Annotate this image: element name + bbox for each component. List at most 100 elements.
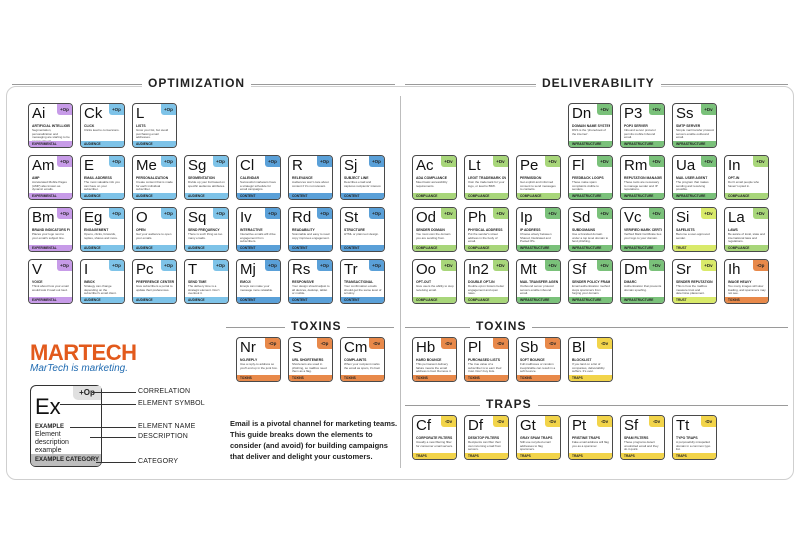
- element-tile: Mt +Dv MAIL TRANSFER AGENT Outbound server …: [516, 259, 561, 304]
- element-symbol: In2: [468, 261, 489, 278]
- element-tile: R +Op RELEVANCE Audiences won't care about …: [288, 155, 333, 200]
- element-tile: Sf +Dv SENDER POLICY FRAMEWORKEmail authen…: [568, 259, 613, 304]
- element-description: Full mailboxes or random inexplicable ca…: [520, 363, 556, 374]
- element-description: Recipients can filter their own incoming…: [468, 441, 502, 452]
- element-symbol: Pt: [572, 417, 587, 434]
- element-symbol: Rd: [292, 209, 312, 226]
- element-description: The program that makes sending and recei…: [676, 181, 709, 192]
- correlation-tag: +Op: [369, 208, 384, 219]
- element-tile: La +Dv LAWS Be aware of local, state and in…: [724, 207, 769, 252]
- element-category: COMPLIANCE: [413, 193, 456, 199]
- element-category: INFRASTRUCTURE: [569, 245, 612, 251]
- element-symbol: Nr: [240, 339, 256, 356]
- element-description: This is how the mailbox measure trust an…: [676, 285, 708, 296]
- element-description: Double opt-in fosters better engagement …: [468, 285, 505, 296]
- element-symbol: Sj: [344, 157, 358, 174]
- element-description: Strategy can change depending on the sub…: [84, 285, 117, 296]
- correlation-tag: +Dv: [701, 156, 716, 167]
- element-name: SPAM FILTERS: [624, 436, 649, 440]
- element-category: INFRASTRUCTURE: [517, 297, 560, 303]
- correlation-tag: +Dv: [649, 260, 664, 271]
- element-tile: Od +Dv SENDER DOMAIN You must own the domai…: [412, 207, 457, 252]
- element-category: INFRASTRUCTURE: [673, 141, 716, 147]
- element-category: AUDIENCE: [185, 297, 228, 303]
- element-name: LAWS: [728, 228, 738, 232]
- element-name: LISTS: [136, 124, 146, 128]
- element-name: GRAY SPAM TRAPS: [520, 436, 553, 440]
- legend-symbol: Ex: [35, 394, 61, 419]
- element-description: There is such thing as too many emails.: [188, 233, 223, 240]
- element-symbol: Cf: [416, 417, 431, 434]
- element-category: INFRASTRUCTURE: [569, 141, 612, 147]
- element-category: INFRASTRUCTURE: [621, 297, 664, 303]
- legend-tag: +Op: [73, 386, 101, 400]
- intro-blurb: Email is a pivotal channel for marketing…: [230, 419, 398, 461]
- element-category: COMPLIANCE: [465, 193, 508, 199]
- element-name: OPT-IN: [728, 176, 740, 180]
- element-name: BLOCKLIST: [572, 358, 592, 362]
- element-name: PHYSICAL ADDRESS: [468, 228, 503, 232]
- element-category: INFRASTRUCTURE: [621, 245, 664, 251]
- element-name: PERSONALIZATION: [136, 176, 169, 180]
- element-tile: Sf -Dv SPAM FILTERS These programs detect u…: [620, 415, 665, 460]
- element-tile: Pl -Dv PURCHASED LISTS The true value of a …: [464, 337, 509, 382]
- element-description: Own the trademark for your logo, or lead…: [468, 181, 505, 188]
- element-category: CONTENT: [237, 193, 280, 199]
- element-symbol: Sr: [676, 261, 691, 278]
- element-tile: Sd +Dv SUBDOMAINS Use a branded domain unde…: [568, 207, 613, 252]
- element-description: Simple mail transfer protocol servers en…: [676, 129, 714, 140]
- element-category: CONTENT: [341, 245, 384, 251]
- element-symbol: Sg: [188, 157, 207, 174]
- element-symbol: Sd: [572, 209, 591, 226]
- element-category: TOXINS: [341, 375, 384, 381]
- correlation-tag: +Dv: [753, 156, 768, 167]
- legend-label-category: CATEGORY: [138, 458, 179, 465]
- element-tile: E +Op EMAIL ADDRESS The most valuable info …: [80, 155, 125, 200]
- correlation-tag: -Dv: [701, 416, 716, 427]
- element-name: SUBDOMAINS: [572, 228, 596, 232]
- element-name: LEGIT TRADEMARK OWNERSHIP: [468, 176, 506, 180]
- element-symbol: Sq: [188, 209, 207, 226]
- element-category: TRUST: [673, 245, 716, 251]
- element-symbol: Me: [136, 157, 157, 174]
- element-name: DOMAIN NAME SYSTEM: [572, 124, 610, 128]
- element-category: CONTENT: [289, 193, 332, 199]
- logo-tagline: MarTech is marketing.: [30, 363, 128, 374]
- element-description: When your recipient marks the email as s…: [344, 363, 381, 370]
- legend-line-name: [70, 427, 136, 428]
- element-name: PRISTINE TRAPS: [572, 436, 601, 440]
- correlation-tag: +Dv: [545, 208, 560, 219]
- deliverability-heading: DELIVERABILITY: [536, 76, 661, 90]
- element-description: Interactive emails will drive engagement…: [240, 233, 276, 244]
- element-symbol: Fl: [572, 157, 585, 174]
- element-tile: Ua +Dv MAIL USER AGENT The program that mak…: [672, 155, 717, 200]
- element-symbol: La: [728, 209, 745, 226]
- element-name: BRAND INDICATORS FOR MESSAGING IDENTIFIC…: [32, 228, 70, 232]
- element-tile: Tr +Op TRANSACTIONAL Your confirmation emai…: [340, 259, 385, 304]
- element-name: IMAGE HEAVY: [728, 280, 752, 284]
- element-description: Describes email and captures recipients'…: [344, 181, 382, 188]
- element-symbol: Ck: [84, 105, 103, 122]
- element-category: AUDIENCE: [81, 297, 124, 303]
- element-name: INTERACTIVE: [240, 228, 263, 232]
- element-symbol: Hb: [416, 339, 436, 356]
- element-tile: Cm -Dv COMPLAINTS When your recipient marks…: [340, 337, 385, 382]
- traps-rule: [405, 405, 788, 406]
- element-name: HARD BOUNCE: [416, 358, 442, 362]
- element-symbol: Bm: [32, 209, 55, 226]
- correlation-tag: +Op: [265, 208, 280, 219]
- element-symbol: Si: [676, 209, 690, 226]
- element-description: The most valuable info you can have on y…: [84, 181, 120, 192]
- element-name: TRANSACTIONAL: [344, 280, 374, 284]
- element-tile: Tt -Dv TYPO TRAPS A purposefully misspelled…: [672, 415, 717, 460]
- toxins-right-rule: [405, 327, 788, 328]
- element-name: SENDER REPUTATION: [676, 280, 713, 284]
- optimization-heading: OPTIMIZATION: [142, 76, 252, 90]
- correlation-tag: +Op: [213, 208, 228, 219]
- element-category: TOXINS: [517, 375, 560, 381]
- element-name: COMPLAINTS: [344, 358, 367, 362]
- correlation-tag: +Op: [109, 260, 124, 271]
- element-tile: P3 +Dv POP3 SERVER Inbound server protocol …: [620, 103, 665, 148]
- element-tile: Hb -Dv HARD BOUNCE This permanent delivery …: [412, 337, 457, 382]
- element-symbol: Ai: [32, 105, 46, 122]
